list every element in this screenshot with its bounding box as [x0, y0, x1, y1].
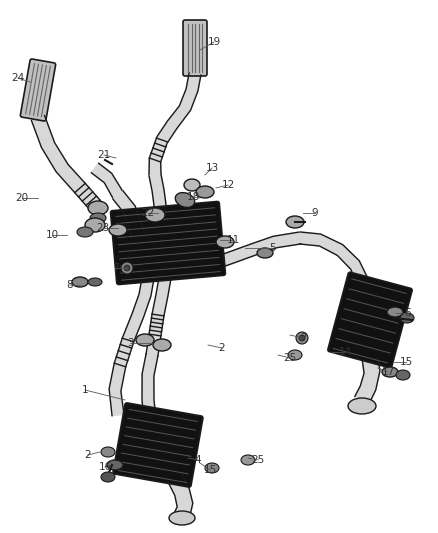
Polygon shape: [149, 73, 201, 175]
Circle shape: [124, 265, 130, 271]
Ellipse shape: [184, 179, 200, 191]
Text: 25: 25: [283, 353, 297, 363]
Ellipse shape: [101, 472, 115, 482]
Ellipse shape: [348, 398, 376, 414]
Ellipse shape: [109, 224, 127, 236]
Ellipse shape: [382, 367, 398, 377]
Ellipse shape: [77, 227, 93, 237]
Text: 2: 2: [85, 450, 91, 460]
Text: 25: 25: [251, 455, 265, 465]
Ellipse shape: [400, 313, 414, 323]
Text: 5: 5: [268, 243, 276, 253]
Text: 9: 9: [312, 208, 318, 218]
Ellipse shape: [136, 334, 154, 346]
FancyBboxPatch shape: [111, 201, 226, 285]
Polygon shape: [32, 116, 100, 209]
Circle shape: [299, 335, 305, 341]
Text: 12: 12: [221, 180, 235, 190]
Polygon shape: [142, 354, 158, 421]
Ellipse shape: [88, 201, 108, 215]
Polygon shape: [168, 474, 193, 518]
Polygon shape: [92, 163, 123, 198]
Ellipse shape: [396, 370, 410, 380]
Ellipse shape: [107, 460, 123, 470]
Text: 15: 15: [203, 465, 217, 475]
Text: 14: 14: [339, 347, 352, 357]
Circle shape: [296, 332, 308, 344]
Ellipse shape: [101, 447, 115, 457]
Text: 17: 17: [381, 367, 395, 377]
Ellipse shape: [153, 339, 171, 351]
Ellipse shape: [85, 218, 105, 232]
Ellipse shape: [205, 463, 219, 473]
Ellipse shape: [257, 248, 273, 258]
FancyBboxPatch shape: [113, 403, 203, 487]
Text: 19: 19: [207, 37, 221, 47]
Text: 11: 11: [226, 235, 240, 245]
Circle shape: [121, 262, 133, 274]
Text: 6: 6: [405, 308, 411, 318]
Text: 8: 8: [67, 280, 73, 290]
Text: 21: 21: [97, 150, 111, 160]
Ellipse shape: [145, 208, 165, 222]
Polygon shape: [194, 232, 301, 274]
Text: 2: 2: [219, 343, 225, 353]
Text: 22: 22: [141, 208, 155, 218]
Ellipse shape: [288, 350, 302, 360]
Ellipse shape: [90, 213, 106, 223]
Text: 16: 16: [99, 462, 112, 472]
Text: 18: 18: [187, 192, 200, 202]
Text: 13: 13: [205, 163, 219, 173]
FancyBboxPatch shape: [328, 272, 412, 368]
Polygon shape: [149, 174, 166, 221]
Polygon shape: [109, 277, 154, 416]
Polygon shape: [300, 232, 367, 282]
Ellipse shape: [169, 511, 195, 525]
Ellipse shape: [387, 307, 403, 317]
Polygon shape: [355, 357, 380, 403]
Text: 24: 24: [11, 73, 25, 83]
Polygon shape: [113, 191, 144, 237]
Text: 23: 23: [96, 223, 110, 233]
Text: 10: 10: [46, 230, 59, 240]
Ellipse shape: [286, 216, 304, 228]
Ellipse shape: [72, 277, 88, 287]
Ellipse shape: [216, 236, 234, 248]
FancyBboxPatch shape: [183, 20, 207, 76]
Ellipse shape: [241, 455, 255, 465]
Text: 20: 20: [15, 193, 28, 203]
Text: 4: 4: [194, 455, 201, 465]
Ellipse shape: [196, 186, 214, 198]
Text: 7: 7: [112, 263, 118, 273]
Text: 3: 3: [127, 338, 133, 348]
Ellipse shape: [88, 278, 102, 286]
Text: 7: 7: [300, 333, 306, 343]
Text: 1: 1: [82, 385, 88, 395]
Polygon shape: [146, 277, 171, 356]
Ellipse shape: [175, 192, 195, 207]
FancyBboxPatch shape: [21, 59, 56, 121]
Text: 15: 15: [399, 357, 413, 367]
